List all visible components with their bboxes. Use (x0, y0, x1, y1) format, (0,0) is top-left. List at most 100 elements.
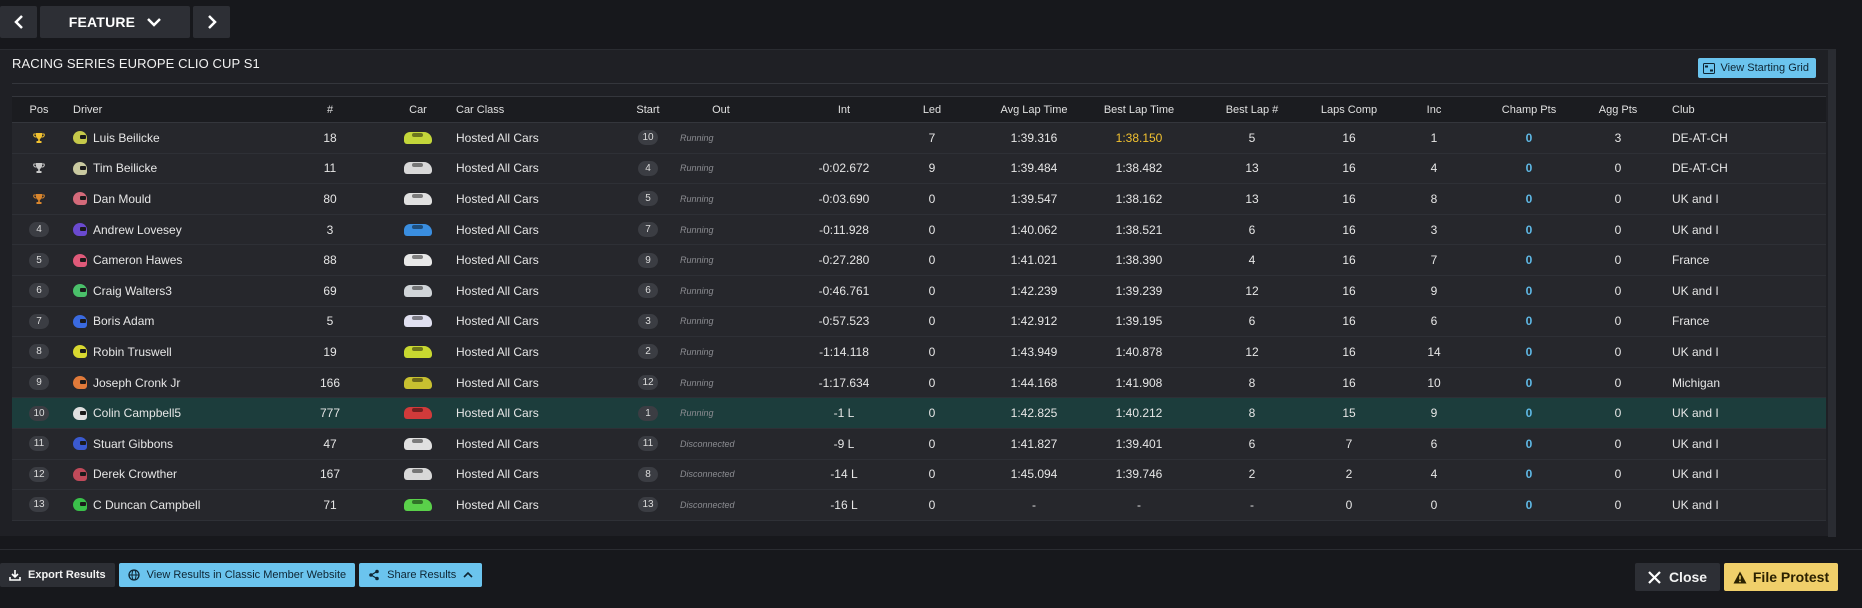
view-starting-grid-button[interactable]: View Starting Grid (1697, 58, 1816, 78)
table-row[interactable]: 11 Stuart Gibbons 47 Hosted All Cars 11 … (12, 428, 1826, 460)
driver-name[interactable]: Craig Walters3 (93, 283, 172, 298)
session-type-dropdown[interactable]: FEATURE (40, 6, 190, 38)
cell-car-class: Hosted All Cars (456, 467, 539, 482)
cell-laps-comp: 16 (1342, 161, 1356, 176)
cell-pos: 11 (12, 429, 66, 459)
cell-driver[interactable]: Boris Adam (73, 307, 273, 337)
chevron-down-icon (147, 18, 162, 27)
cell-laps-comp: 0 (1345, 497, 1353, 512)
col-out[interactable]: Out (712, 103, 730, 116)
driver-name[interactable]: Luis Beilicke (93, 130, 160, 145)
cell-agg-pts: 0 (1614, 222, 1622, 237)
driver-name[interactable]: Derek Crowther (93, 467, 178, 482)
status-text: Running (680, 316, 714, 327)
table-row[interactable]: 4 Andrew Lovesey 3 Hosted All Cars 7 Run… (12, 214, 1826, 246)
cell-led: 0 (928, 467, 936, 482)
table-row[interactable]: Luis Beilicke 18 Hosted All Cars 10 Runn… (12, 123, 1826, 154)
cell-car-class: Hosted All Cars (456, 283, 539, 298)
table-row[interactable]: Tim Beilicke 11 Hosted All Cars 4 Runnin… (12, 153, 1826, 185)
cell-driver[interactable]: Robin Truswell (73, 337, 273, 367)
cell-car-number: 88 (323, 253, 337, 268)
cell-driver[interactable]: C Duncan Campbell (73, 490, 273, 520)
classic-website-button[interactable]: View Results in Classic Member Website (118, 563, 356, 587)
table-row[interactable]: 5 Cameron Hawes 88 Hosted All Cars 9 Run… (12, 245, 1826, 276)
col-number[interactable]: # (326, 103, 334, 116)
helmet-icon (73, 467, 87, 481)
close-button[interactable]: Close (1635, 563, 1720, 591)
cell-agg-pts: 0 (1614, 161, 1622, 176)
previous-session-button[interactable] (0, 6, 37, 38)
driver-name[interactable]: Tim Beilicke (93, 161, 158, 176)
cell-driver[interactable]: Tim Beilicke (73, 154, 273, 184)
file-protest-button[interactable]: File Protest (1724, 563, 1838, 591)
cell-champ-pts: 0 (1525, 222, 1533, 237)
car-icon (404, 345, 432, 358)
table-row[interactable]: 13 C Duncan Campbell 71 Hosted All Cars … (12, 490, 1826, 521)
col-agg-pts[interactable]: Agg Pts (1598, 103, 1638, 116)
cell-pos: 12 (12, 460, 66, 490)
driver-name[interactable]: Cameron Hawes (93, 253, 183, 268)
driver-name[interactable]: Boris Adam (93, 314, 155, 329)
col-avg-lap[interactable]: Avg Lap Time (1000, 103, 1068, 116)
cell-car-class: Hosted All Cars (456, 406, 539, 421)
col-led[interactable]: Led (922, 103, 942, 116)
cell-start: 11 (612, 429, 684, 459)
cell-driver[interactable]: Andrew Lovesey (73, 215, 273, 245)
cell-driver[interactable]: Derek Crowther (73, 460, 273, 490)
col-start[interactable]: Start (636, 103, 660, 116)
table-row[interactable]: 9 Joseph Cronk Jr 166 Hosted All Cars 12… (12, 367, 1826, 399)
cell-pos: 8 (12, 337, 66, 367)
col-laps-comp[interactable]: Laps Comp (1320, 103, 1378, 116)
cell-out: Running (666, 398, 776, 428)
export-results-button[interactable]: Export Results (0, 563, 115, 587)
driver-name[interactable]: Stuart Gibbons (93, 436, 174, 451)
cell-best-lap-num: 6 (1248, 436, 1256, 451)
col-best-lap[interactable]: Best Lap Time (1103, 103, 1175, 116)
cell-driver[interactable]: Colin Campbell5 (73, 398, 273, 428)
cell-club: UK and I (1672, 497, 1719, 512)
col-interval[interactable]: Int (837, 103, 851, 116)
cell-driver[interactable]: Stuart Gibbons (73, 429, 273, 459)
cell-driver[interactable]: Joseph Cronk Jr (73, 368, 273, 398)
share-results-button[interactable]: Share Results (359, 563, 483, 587)
cell-led: 0 (928, 222, 936, 237)
position-badge: 9 (29, 375, 49, 391)
table-row[interactable]: 8 Robin Truswell 19 Hosted All Cars 2 Ru… (12, 337, 1826, 368)
driver-name[interactable]: Robin Truswell (93, 344, 172, 359)
cell-best-lap: 1:40.212 (1115, 406, 1163, 421)
cell-champ-pts: 0 (1525, 436, 1533, 451)
start-position-badge: 6 (638, 283, 658, 299)
col-champ-pts[interactable]: Champ Pts (1501, 103, 1557, 116)
driver-name[interactable]: Joseph Cronk Jr (93, 375, 181, 390)
cell-agg-pts: 0 (1614, 436, 1622, 451)
cell-avg-lap: 1:44.168 (1010, 375, 1058, 390)
col-club[interactable]: Club (1672, 103, 1695, 116)
col-driver[interactable]: Driver (73, 103, 103, 116)
driver-name[interactable]: C Duncan Campbell (93, 497, 201, 512)
col-incidents[interactable]: Inc (1426, 103, 1442, 116)
next-session-button[interactable] (193, 6, 230, 38)
cell-driver[interactable]: Cameron Hawes (73, 245, 273, 275)
driver-name[interactable]: Colin Campbell5 (93, 406, 182, 421)
table-row[interactable]: 12 Derek Crowther 167 Hosted All Cars 8 … (12, 459, 1826, 491)
col-best-lap-num[interactable]: Best Lap # (1225, 103, 1279, 116)
cell-best-lap-num: 12 (1245, 344, 1259, 359)
col-car[interactable]: Car (409, 103, 427, 116)
cell-champ-pts: 0 (1525, 406, 1533, 421)
table-row[interactable]: 10 Colin Campbell5 777 Hosted All Cars 1… (12, 398, 1826, 429)
cell-interval: -16 L (830, 497, 858, 512)
cell-driver[interactable]: Craig Walters3 (73, 276, 273, 306)
col-car-class[interactable]: Car Class (456, 103, 505, 116)
table-row[interactable]: 6 Craig Walters3 69 Hosted All Cars 6 Ru… (12, 275, 1826, 307)
car-icon (404, 192, 432, 205)
cell-driver[interactable]: Luis Beilicke (73, 123, 273, 153)
driver-name[interactable]: Dan Mould (93, 191, 152, 206)
cell-best-lap-num: - (1250, 497, 1254, 512)
table-row[interactable]: Dan Mould 80 Hosted All Cars 5 Running -… (12, 184, 1826, 215)
chevron-left-icon (13, 15, 23, 29)
table-row[interactable]: 7 Boris Adam 5 Hosted All Cars 3 Running… (12, 306, 1826, 338)
col-pos[interactable]: Pos (29, 103, 49, 116)
cell-driver[interactable]: Dan Mould (73, 184, 273, 214)
driver-name[interactable]: Andrew Lovesey (93, 222, 182, 237)
panel-scrollbar[interactable] (1828, 50, 1836, 537)
